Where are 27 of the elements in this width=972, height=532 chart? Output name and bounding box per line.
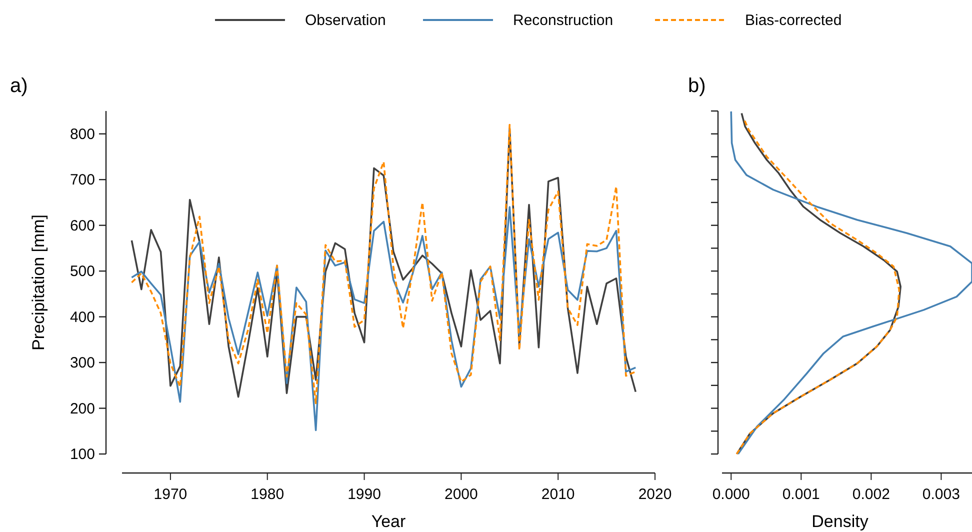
chart-title: a) <box>10 75 28 97</box>
x-tick-label: 2010 <box>541 486 575 503</box>
y-axis-title: Precipitation [mm] <box>29 214 48 351</box>
y-tick-label: 500 <box>70 263 95 280</box>
y-tick-label: 800 <box>70 126 95 143</box>
y-tick-label: 100 <box>70 446 95 463</box>
x-axis-title: Density <box>812 512 869 531</box>
y-tick-label: 600 <box>70 217 95 234</box>
line-series <box>130 206 637 432</box>
x-tick-label: 0.002 <box>852 486 890 503</box>
y-tick-label: 200 <box>70 400 95 418</box>
x-tick-label: 0.003 <box>922 486 960 503</box>
y-tick-label: 700 <box>70 172 95 189</box>
x-axis-title: Year <box>371 512 406 531</box>
y-tick-label: 400 <box>70 308 95 326</box>
x-tick-label: 1990 <box>348 486 381 503</box>
legend-label: Bias-corrected <box>745 12 842 29</box>
y-tick-label: 300 <box>70 354 95 372</box>
x-tick-label: 2020 <box>638 486 672 503</box>
legend-label: Observation <box>305 12 386 29</box>
x-tick-label: 1970 <box>154 486 188 503</box>
x-tick-label: 0.001 <box>782 486 820 503</box>
x-tick-label: 0.000 <box>712 486 750 503</box>
x-tick-label: 1980 <box>250 486 284 503</box>
x-tick-label: 2000 <box>444 486 478 503</box>
chart-title: b) <box>688 75 706 97</box>
legend-label: Reconstruction <box>513 12 614 29</box>
